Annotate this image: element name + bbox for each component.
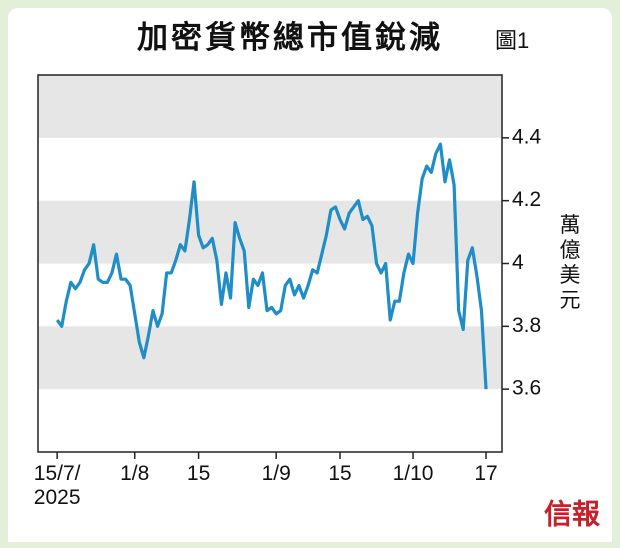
band bbox=[38, 200, 502, 264]
line bbox=[55, 142, 488, 390]
y-tick-label: 4 bbox=[512, 251, 524, 274]
y-axis-label-text: 萬億美元 bbox=[560, 214, 581, 312]
y-tick-label: 4.4 bbox=[512, 125, 542, 148]
band bbox=[38, 75, 502, 138]
y-tick-label: 4.2 bbox=[512, 188, 541, 211]
y-tick-label: 3.8 bbox=[512, 314, 541, 337]
figure-label: 圖1 bbox=[495, 28, 529, 53]
x-tick-label: 15/7/ 2025 bbox=[33, 462, 81, 509]
x-tick-label: 1/8 bbox=[120, 462, 150, 485]
x-tick-label: 1/10 bbox=[392, 462, 434, 485]
x-tick-label: 15 bbox=[328, 462, 352, 485]
x-tick-label: 15 bbox=[186, 462, 211, 485]
chart-title: 加密貨幣總市值銳減 bbox=[137, 20, 443, 55]
band bbox=[38, 326, 502, 390]
source: 信報 bbox=[544, 498, 601, 530]
y-axis-label: 萬億美元 bbox=[560, 214, 581, 312]
x-tick-label: 17 bbox=[474, 462, 498, 485]
plot-panel bbox=[8, 60, 612, 542]
y-tick-label: 3.6 bbox=[512, 377, 541, 400]
x-tick-label: 1/9 bbox=[261, 462, 291, 485]
